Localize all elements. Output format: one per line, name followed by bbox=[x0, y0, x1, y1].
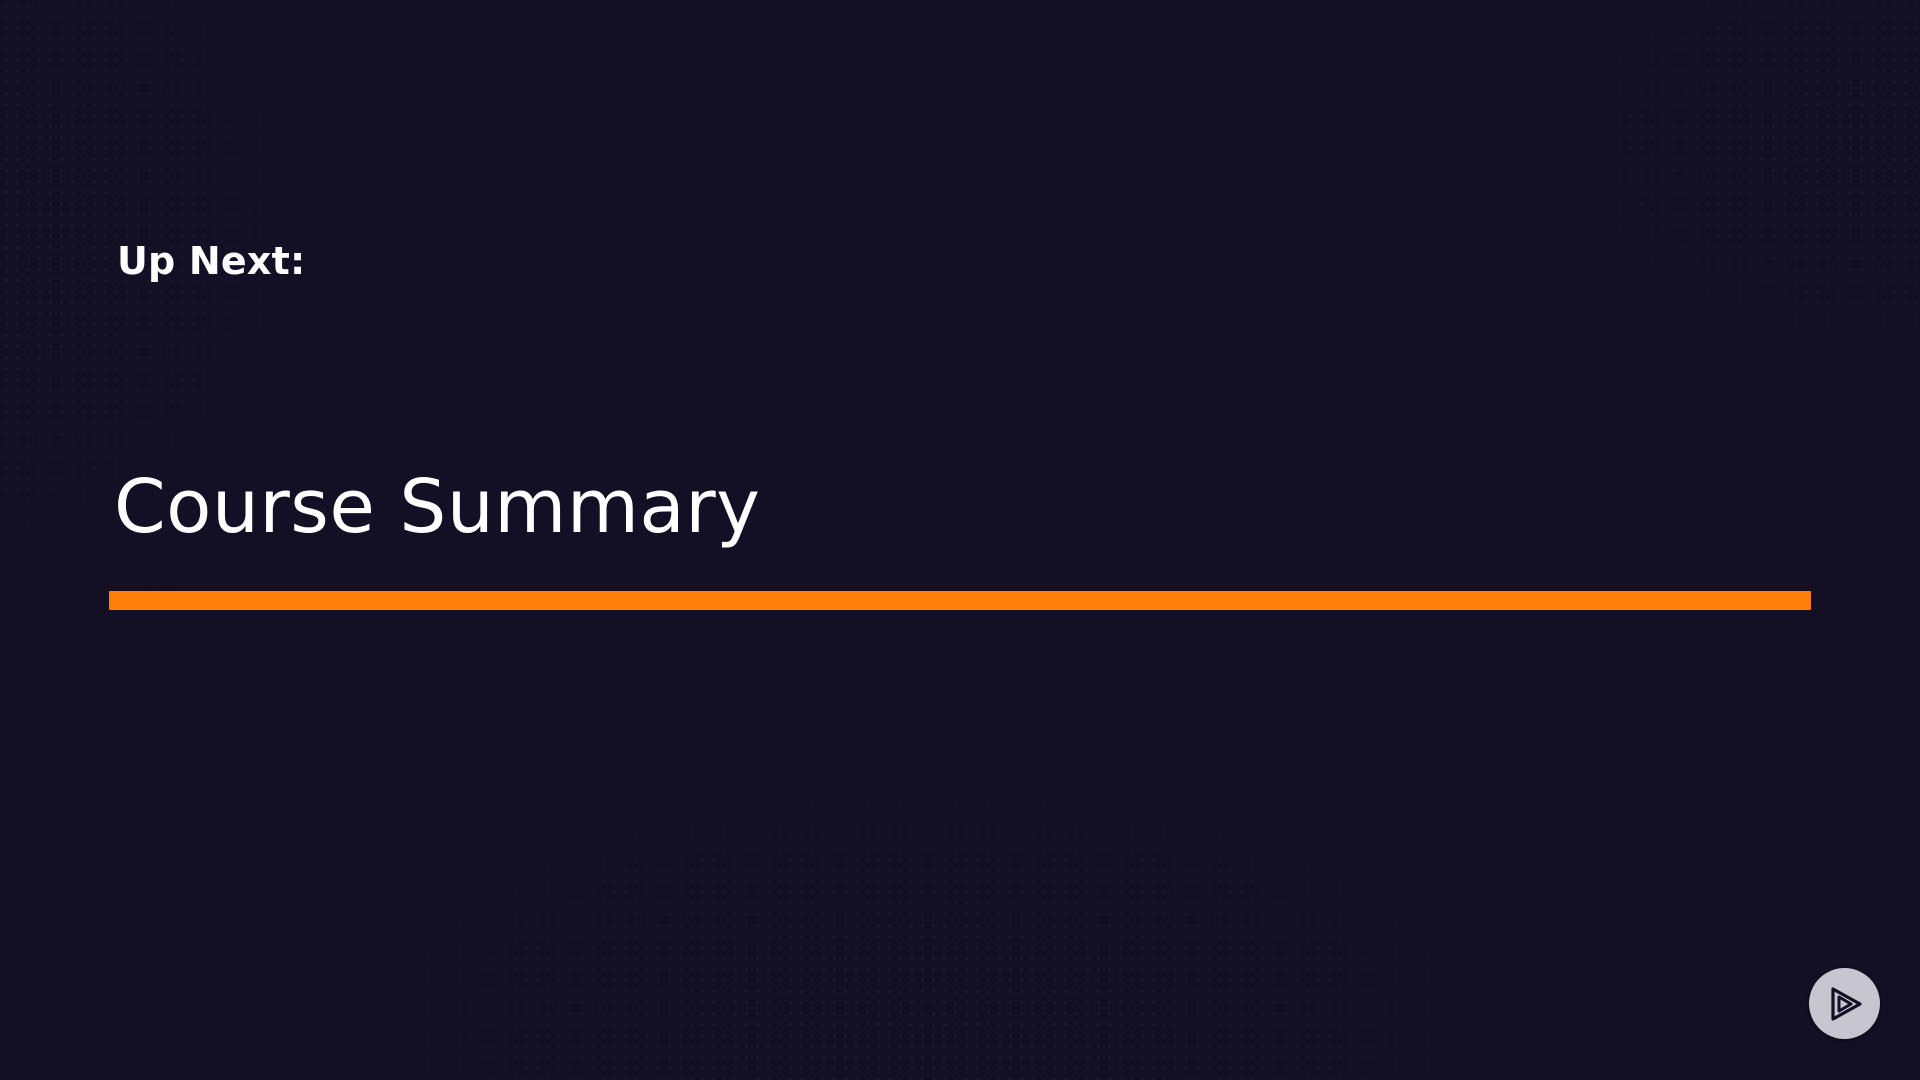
accent-bar bbox=[109, 591, 1811, 610]
up-next-label: Up Next: bbox=[117, 239, 306, 283]
slide-title: Course Summary bbox=[114, 464, 761, 550]
play-logo-icon bbox=[1830, 986, 1862, 1021]
background-texture-right bbox=[1460, 0, 1920, 420]
brand-badge bbox=[1809, 968, 1880, 1039]
background-texture-left bbox=[0, 0, 400, 650]
background-texture-bottom bbox=[180, 700, 1680, 1080]
